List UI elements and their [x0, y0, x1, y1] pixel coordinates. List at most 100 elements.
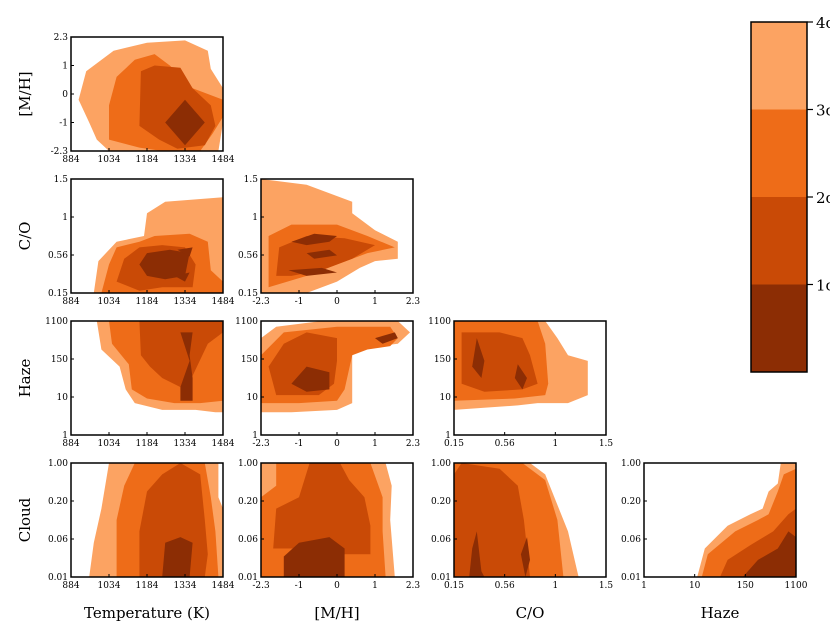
y-tick-label: 150 — [434, 355, 451, 365]
x-tick-label: 1484 — [212, 155, 235, 165]
y-tick-label: 1 — [252, 213, 258, 223]
y-tick-label: 1 — [62, 213, 68, 223]
y-tick-label: 1.5 — [54, 175, 69, 185]
y-tick-label: 0.06 — [431, 535, 451, 545]
x-tick-label: 1 — [552, 439, 558, 449]
contour-level-1sigma — [165, 99, 205, 146]
panel-co-cloud: 0.15 0.56 1 1.5 1.00 0.20 0.06 0.01 — [431, 459, 613, 591]
y-tick-label: 0.01 — [238, 573, 258, 583]
y-tick-label: 0.15 — [238, 289, 258, 299]
panel-temperature-haze: 884 1034 1184 1334 1484 1100 150 10 1 — [45, 317, 235, 449]
x-tick-label: 0 — [334, 581, 340, 591]
colorbar: 4σ 3σ 2σ 1σ — [750, 14, 830, 373]
x-tick-label: 0.56 — [495, 439, 515, 449]
y-tick-label: 0.20 — [431, 497, 451, 507]
colorbar-label: 2σ — [816, 189, 830, 207]
y-tick-label: 10 — [247, 393, 259, 403]
x-tick-label: 0.15 — [444, 581, 464, 591]
x-tick-label: 1100 — [785, 581, 808, 591]
panel-mh-co: -2.3 -1 0 1 2.3 1.5 1 0.56 0.15 — [238, 175, 420, 307]
y-tick-label: 1100 — [428, 317, 451, 327]
y-tick-label: 150 — [241, 355, 258, 365]
column-label: Temperature (K) — [84, 604, 210, 622]
y-tick-label: 10 — [57, 393, 69, 403]
panel-co-haze: 0.15 0.56 1 1.5 1100 150 10 1 — [428, 317, 613, 449]
row-label: Cloud — [16, 497, 34, 542]
contour-level-2sigma — [139, 321, 223, 390]
panel-mh-cloud: -2.3 -1 0 1 2.3 1.00 0.20 0.06 0.01 — [238, 459, 420, 591]
y-tick-label: 0.56 — [238, 251, 258, 261]
x-tick-label: -1 — [295, 297, 304, 307]
x-tick-label: 884 — [62, 297, 79, 307]
row-label: Haze — [16, 358, 34, 397]
contours — [261, 179, 398, 293]
row-label: [M/H] — [16, 71, 34, 116]
y-tick-label: 0 — [62, 90, 68, 100]
panel-frame — [643, 462, 797, 578]
x-tick-label: 1184 — [136, 297, 159, 307]
y-tick-label: 0.56 — [48, 251, 68, 261]
x-tick-label: 1484 — [212, 297, 235, 307]
contours — [96, 321, 223, 413]
y-tick-label: 1 — [445, 431, 451, 441]
x-tick-label: -2.3 — [252, 297, 270, 307]
contour-level-1sigma — [174, 272, 190, 282]
contour-level-1sigma — [177, 247, 193, 257]
x-tick-label: -2.3 — [252, 581, 270, 591]
panel-haze-cloud: 1 10 150 1100 1.00 0.20 0.06 0.01 — [621, 459, 808, 591]
contour-level-2sigma — [273, 463, 371, 555]
y-tick-label: 150 — [51, 355, 68, 365]
y-tick-label: 0.01 — [48, 573, 68, 583]
x-tick-label: 1334 — [174, 581, 197, 591]
contours — [697, 463, 796, 577]
contour-level-1sigma — [180, 332, 193, 401]
x-tick-label: 1 — [641, 581, 647, 591]
contours — [454, 463, 579, 577]
y-tick-label: 0.20 — [48, 497, 68, 507]
x-tick-label: -1 — [295, 581, 304, 591]
x-tick-label: -2.3 — [252, 439, 270, 449]
y-tick-label: 1.00 — [621, 459, 641, 469]
contours — [93, 197, 223, 293]
x-tick-label: 150 — [737, 581, 754, 591]
y-tick-label: 2.3 — [54, 33, 69, 43]
contour-level-1sigma — [162, 537, 193, 577]
x-tick-label: 1334 — [174, 155, 197, 165]
x-tick-label: 1034 — [98, 155, 121, 165]
x-tick-label: 2.3 — [406, 439, 421, 449]
x-tick-label: 0 — [334, 297, 340, 307]
colorbar-label: 4σ — [816, 14, 830, 32]
x-tick-label: -1 — [295, 439, 304, 449]
panel-mh-haze: -2.3 -1 0 1 2.3 1100 150 10 1 — [235, 317, 420, 449]
contour-level-1sigma — [469, 531, 485, 577]
y-tick-label: 1 — [62, 62, 68, 72]
x-tick-label: 2.3 — [406, 581, 421, 591]
colorbar-segment — [751, 109, 807, 197]
x-tick-label: 1034 — [98, 581, 121, 591]
y-tick-label: 0.01 — [431, 573, 451, 583]
y-tick-label: 0.01 — [621, 573, 641, 583]
x-tick-label: 1334 — [174, 297, 197, 307]
colorbar-label: 3σ — [816, 102, 830, 120]
x-tick-label: 1 — [372, 297, 378, 307]
y-tick-label: 0.20 — [621, 497, 641, 507]
contours — [261, 463, 395, 577]
y-tick-label: 10 — [440, 393, 452, 403]
y-tick-label: 1 — [252, 431, 258, 441]
contours — [89, 463, 223, 577]
contours — [454, 321, 588, 410]
x-tick-label: 1484 — [212, 581, 235, 591]
y-tick-label: 1.00 — [238, 459, 258, 469]
contour-level-1sigma — [306, 249, 337, 259]
y-tick-label: 0.15 — [48, 289, 68, 299]
y-tick-label: 1100 — [45, 317, 68, 327]
contour-level-1sigma — [288, 267, 337, 276]
colorbar-segment — [751, 197, 807, 285]
y-tick-label: 0.06 — [48, 535, 68, 545]
x-tick-label: 1184 — [136, 581, 159, 591]
y-tick-label: 1100 — [235, 317, 258, 327]
contour-level-1sigma — [291, 233, 337, 246]
colorbar-segment — [751, 284, 807, 372]
panel-temperature-co: 884 1034 1184 1334 1484 1.5 1 0.56 0.15 — [48, 175, 235, 307]
x-tick-label: 1334 — [174, 439, 197, 449]
